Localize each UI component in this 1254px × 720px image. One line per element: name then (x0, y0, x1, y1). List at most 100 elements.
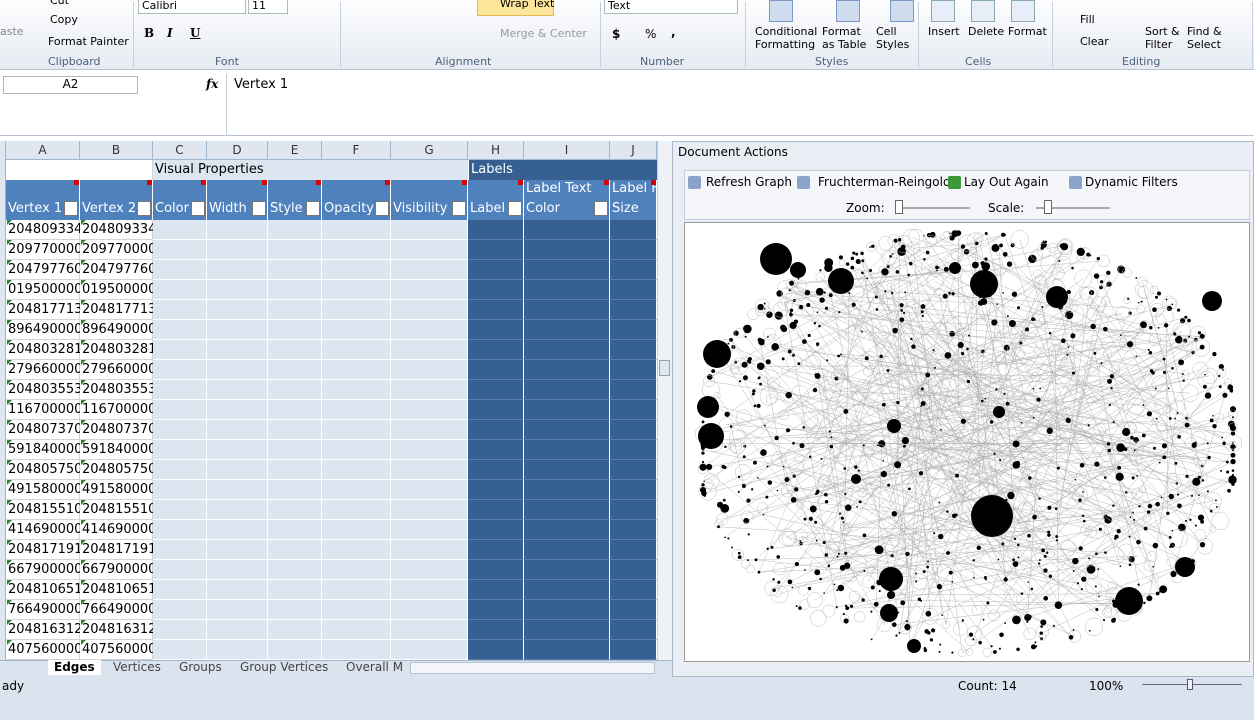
cell[interactable] (268, 300, 322, 320)
button[interactable]: , (671, 25, 676, 39)
cell[interactable] (153, 240, 207, 260)
cell[interactable] (207, 440, 268, 460)
button[interactable]: Format (822, 25, 861, 38)
cell[interactable] (391, 220, 468, 240)
cell[interactable] (322, 480, 391, 500)
cell[interactable] (322, 440, 391, 460)
cell[interactable] (391, 380, 468, 400)
cell[interactable]: 407560000 (80, 640, 156, 660)
cell[interactable]: 209770000 (80, 240, 156, 260)
cell[interactable] (391, 620, 468, 640)
button[interactable]: Formatting (755, 38, 816, 51)
name-box[interactable]: A2 (3, 76, 138, 94)
cell[interactable] (391, 500, 468, 520)
cell[interactable]: 896490000 (6, 320, 82, 340)
button[interactable]: Styles (876, 38, 910, 51)
cell[interactable]: 204805750 (80, 460, 156, 480)
cell[interactable] (153, 380, 207, 400)
cell[interactable] (268, 600, 322, 620)
cell[interactable] (207, 260, 268, 280)
cell[interactable]: 204809334 (80, 220, 156, 240)
cell[interactable] (524, 620, 610, 640)
button[interactable]: Wrap Text (477, 0, 554, 16)
cell[interactable] (322, 560, 391, 580)
cell[interactable] (153, 520, 207, 540)
button[interactable]: Insert (928, 25, 960, 38)
cell[interactable] (207, 460, 268, 480)
toolbar-button[interactable]: Dynamic Filters (1085, 175, 1178, 189)
cell[interactable] (468, 520, 524, 540)
cell[interactable] (391, 260, 468, 280)
button[interactable]: I (167, 26, 173, 40)
cell[interactable] (153, 340, 207, 360)
cell[interactable] (610, 300, 657, 320)
cell[interactable] (610, 400, 657, 420)
cell[interactable] (268, 240, 322, 260)
cell[interactable]: 591840000 (6, 440, 82, 460)
cell[interactable] (207, 600, 268, 620)
button[interactable]: aste (0, 25, 24, 38)
cell[interactable] (610, 480, 657, 500)
cell[interactable] (610, 460, 657, 480)
button[interactable]: Merge & Center (500, 27, 587, 40)
cell[interactable] (268, 540, 322, 560)
cell[interactable] (524, 600, 610, 620)
cell[interactable] (468, 280, 524, 300)
cell[interactable]: 204803281 (80, 340, 156, 360)
cell[interactable] (153, 420, 207, 440)
button[interactable]: Delete (968, 25, 1005, 38)
cell[interactable] (468, 420, 524, 440)
cell[interactable] (391, 420, 468, 440)
cell[interactable] (468, 320, 524, 340)
cell[interactable] (322, 240, 391, 260)
filter-dropdown[interactable] (452, 201, 466, 216)
cell[interactable] (468, 400, 524, 420)
cell[interactable] (468, 480, 524, 500)
cell[interactable] (153, 440, 207, 460)
cell[interactable] (391, 460, 468, 480)
filter-dropdown[interactable] (508, 201, 522, 216)
cell[interactable] (524, 240, 610, 260)
cell[interactable] (468, 540, 524, 560)
filter-dropdown[interactable] (306, 201, 320, 216)
cell[interactable] (468, 220, 524, 240)
cell[interactable] (153, 560, 207, 580)
filter-dropdown[interactable] (191, 201, 205, 216)
cell[interactable]: 591840000 (80, 440, 156, 460)
cell[interactable] (468, 440, 524, 460)
cell[interactable] (322, 520, 391, 540)
button[interactable]: Filter (1145, 38, 1173, 51)
cell[interactable] (153, 260, 207, 280)
cell[interactable] (524, 440, 610, 460)
cell[interactable]: 116700000 (6, 400, 82, 420)
cell[interactable]: 209770000 (6, 240, 82, 260)
button[interactable]: Find & (1187, 25, 1222, 38)
cell[interactable] (610, 520, 657, 540)
cell[interactable] (153, 460, 207, 480)
toolbar-button[interactable]: Fruchterman-Reingold (818, 175, 951, 189)
cell[interactable] (268, 460, 322, 480)
cell[interactable] (207, 520, 268, 540)
cell[interactable]: 204816312 (6, 620, 82, 640)
cell[interactable] (268, 640, 322, 660)
cell[interactable] (391, 360, 468, 380)
cell[interactable]: 204803553 (80, 380, 156, 400)
cell[interactable] (153, 540, 207, 560)
button[interactable]: % (645, 27, 657, 41)
cell[interactable] (468, 620, 524, 640)
cell[interactable]: 204810651 (80, 580, 156, 600)
cell[interactable]: 204797760 (80, 260, 156, 280)
cell[interactable] (468, 460, 524, 480)
cell[interactable]: 204810651 (6, 580, 82, 600)
cell[interactable] (468, 500, 524, 520)
cell[interactable] (322, 300, 391, 320)
cell[interactable] (524, 460, 610, 480)
zoom-thumb[interactable] (895, 200, 903, 214)
cell[interactable] (391, 560, 468, 580)
filter-dropdown[interactable] (137, 201, 151, 216)
cell[interactable] (207, 220, 268, 240)
button[interactable]: U (190, 26, 201, 40)
cell[interactable] (207, 420, 268, 440)
cell[interactable] (391, 480, 468, 500)
cell[interactable] (610, 500, 657, 520)
